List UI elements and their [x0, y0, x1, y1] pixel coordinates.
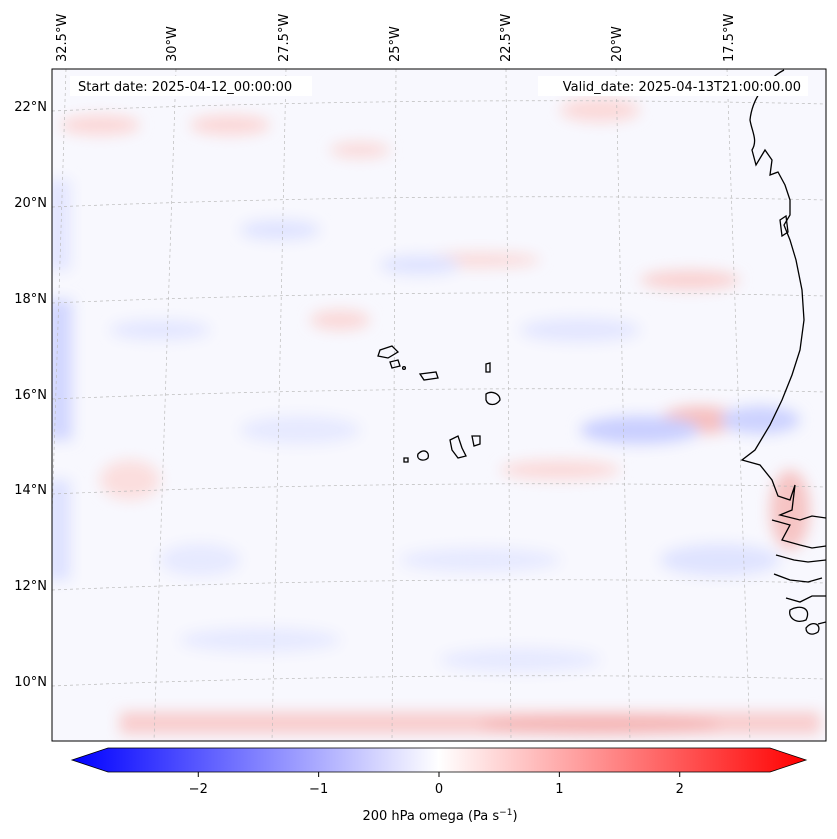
cape-verde-islands	[377, 345, 501, 463]
lat-label-18n: 18°N	[14, 292, 47, 307]
colorbar-tick-label: 0	[435, 782, 443, 797]
colorbar-gradient	[70, 747, 808, 773]
colorbar-tick-label: −2	[189, 782, 208, 797]
fogo-island	[417, 450, 430, 461]
start-date-annotation: Start date: 2025-04-12_00:00:00	[70, 76, 312, 96]
lon-label-20w: 20°W	[610, 26, 625, 62]
colorbar-label-close: )	[512, 809, 517, 824]
colorbar: −2 −1 0 1 2 200 hPa omega (Pa s−1)	[70, 747, 808, 824]
map-plot-area[interactable]: Start date: 2025-04-12_00:00:00 Valid_da…	[45, 69, 826, 741]
lat-label-14n: 14°N	[14, 483, 47, 498]
lon-label-32-5w: 32.5°W	[55, 14, 70, 62]
sal-island	[485, 362, 491, 373]
santo-antao-island	[377, 345, 400, 359]
sao-vicente-island	[389, 359, 401, 369]
sao-nicolau-island	[418, 371, 439, 381]
colorbar-tick-label: −1	[309, 782, 328, 797]
colorbar-tick-label: 2	[676, 782, 684, 797]
graticule	[52, 69, 826, 741]
colorbar-label-exponent: −1	[499, 808, 512, 818]
lon-label-27-5w: 27.5°W	[277, 14, 292, 62]
lon-label-22-5w: 22.5°W	[499, 14, 514, 62]
lat-label-12n: 12°N	[14, 579, 47, 594]
colorbar-label-main: 200 hPa omega (Pa s	[362, 809, 499, 824]
start-date-text: Start date: 2025-04-12_00:00:00	[78, 80, 292, 95]
coastline	[740, 69, 826, 635]
latitude-labels: 22°N 20°N 18°N 16°N 14°N 12°N 10°N	[14, 100, 47, 690]
lat-label-20n: 20°N	[14, 196, 47, 211]
colorbar-ticks: −2 −1 0 1 2	[189, 772, 684, 797]
longitude-labels: 32.5°W 30°W 27.5°W 25°W 22.5°W 20°W 17.5…	[55, 14, 737, 62]
omega-field-background	[52, 69, 826, 741]
lat-label-10n: 10°N	[14, 675, 47, 690]
maio-island	[471, 435, 481, 447]
lat-label-16n: 16°N	[14, 388, 47, 403]
valid-date-annotation: Valid_date: 2025-04-13T21:00:00.00	[538, 76, 808, 96]
valid-date-text: Valid_date: 2025-04-13T21:00:00.00	[563, 80, 801, 95]
boa-vista-island	[485, 391, 501, 406]
lon-label-17-5w: 17.5°W	[722, 14, 737, 62]
brava-island	[403, 457, 409, 463]
omega-field-blobs	[52, 98, 820, 735]
map-frame	[51, 68, 827, 742]
colorbar-tick-label: 1	[555, 782, 563, 797]
santa-luzia-island	[401, 365, 407, 371]
lon-label-25w: 25°W	[388, 26, 403, 62]
lon-label-30w: 30°W	[165, 26, 180, 62]
colorbar-label: 200 hPa omega (Pa s−1)	[362, 808, 517, 824]
lat-label-22n: 22°N	[14, 100, 47, 115]
santiago-island	[449, 435, 467, 459]
